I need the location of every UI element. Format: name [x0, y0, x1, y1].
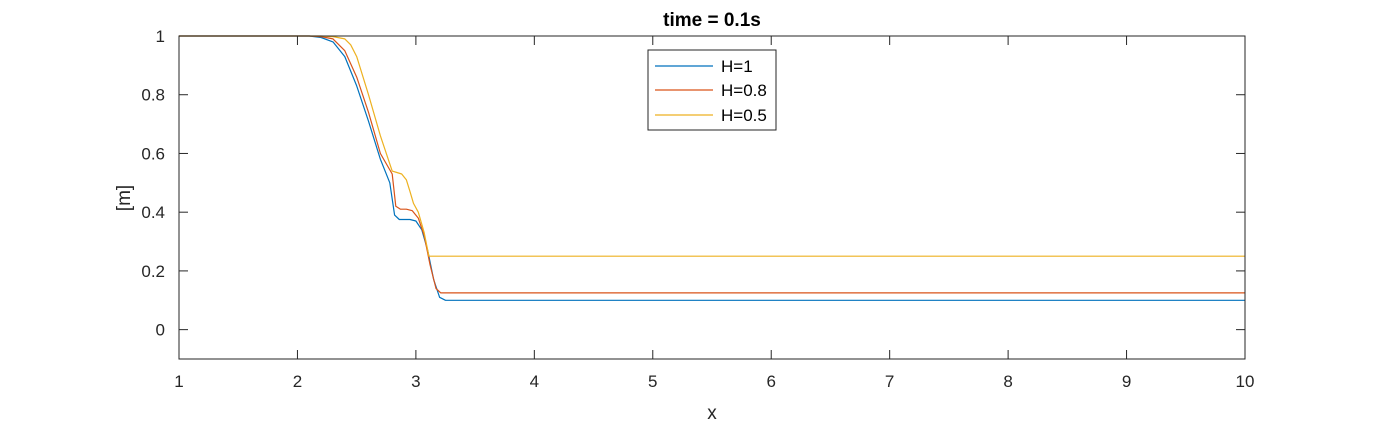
series-line-h-0-5 — [179, 35, 1245, 257]
x-tick-label: 5 — [648, 372, 657, 391]
legend-label-h0-8: H=0.8 — [721, 81, 767, 100]
y-tick-label: 0.2 — [141, 262, 165, 281]
x-ticks: 1 2 3 4 5 6 7 8 9 10 — [174, 36, 1254, 391]
x-tick-label: 7 — [885, 372, 894, 391]
axes-box — [178, 35, 1246, 360]
y-tick-label: 0.6 — [141, 144, 165, 163]
series-line-h-0-8 — [179, 35, 1245, 294]
x-tick-label: 8 — [1003, 372, 1012, 391]
legend-label-h1: H=1 — [721, 57, 753, 76]
x-tick-label: 4 — [530, 372, 539, 391]
y-tick-label: 0.4 — [141, 203, 165, 222]
x-tick-label: 2 — [293, 372, 302, 391]
y-ticks: 0 0.2 0.4 0.6 0.8 1 — [141, 27, 1245, 340]
x-tick-label: 3 — [411, 372, 420, 391]
chart-title: time = 0.1s — [663, 10, 761, 31]
x-tick-label: 6 — [766, 372, 775, 391]
x-axis-label: x — [707, 403, 717, 424]
y-tick-label: 0.8 — [141, 86, 165, 105]
y-axis-label: [m] — [114, 185, 135, 211]
x-tick-label: 10 — [1236, 372, 1255, 391]
series-group — [179, 35, 1245, 301]
y-tick-label: 1 — [156, 27, 165, 46]
legend: H=1 H=0.8 H=0.5 — [647, 49, 777, 131]
x-tick-label: 9 — [1122, 372, 1131, 391]
legend-label-h0-5: H=0.5 — [721, 106, 767, 125]
series-line-h-1 — [179, 35, 1245, 301]
x-tick-label: 1 — [174, 372, 183, 391]
y-tick-label: 0 — [156, 321, 165, 340]
